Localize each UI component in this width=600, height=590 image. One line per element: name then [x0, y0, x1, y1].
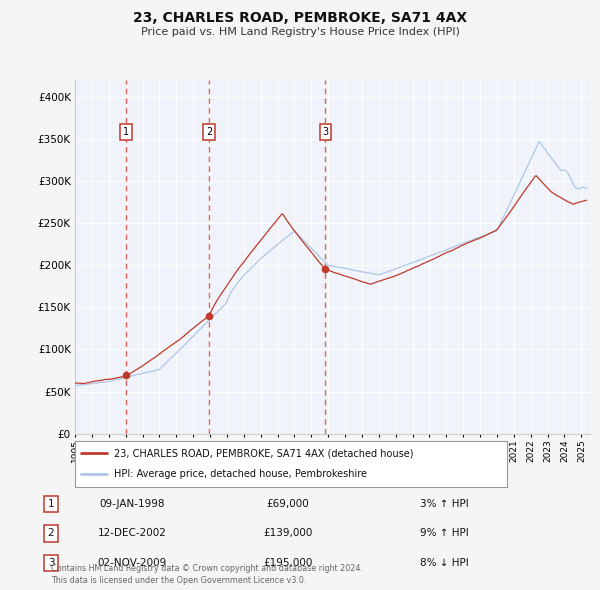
- Text: 02-NOV-2009: 02-NOV-2009: [97, 558, 167, 568]
- Text: Contains HM Land Registry data © Crown copyright and database right 2024.
This d: Contains HM Land Registry data © Crown c…: [51, 565, 363, 585]
- Text: 3% ↑ HPI: 3% ↑ HPI: [419, 499, 469, 509]
- Text: 23, CHARLES ROAD, PEMBROKE, SA71 4AX: 23, CHARLES ROAD, PEMBROKE, SA71 4AX: [133, 11, 467, 25]
- Text: 2: 2: [47, 529, 55, 538]
- Text: 2: 2: [206, 127, 212, 137]
- Text: 8% ↓ HPI: 8% ↓ HPI: [419, 558, 469, 568]
- Text: 12-DEC-2002: 12-DEC-2002: [98, 529, 166, 538]
- Text: 1: 1: [47, 499, 55, 509]
- Text: 3: 3: [47, 558, 55, 568]
- Text: £69,000: £69,000: [266, 499, 310, 509]
- Text: £139,000: £139,000: [263, 529, 313, 538]
- Text: 9% ↑ HPI: 9% ↑ HPI: [419, 529, 469, 538]
- Text: Price paid vs. HM Land Registry's House Price Index (HPI): Price paid vs. HM Land Registry's House …: [140, 27, 460, 37]
- Text: HPI: Average price, detached house, Pembrokeshire: HPI: Average price, detached house, Pemb…: [114, 469, 367, 479]
- Text: £195,000: £195,000: [263, 558, 313, 568]
- Text: 1: 1: [123, 127, 129, 137]
- Text: 23, CHARLES ROAD, PEMBROKE, SA71 4AX (detached house): 23, CHARLES ROAD, PEMBROKE, SA71 4AX (de…: [114, 448, 413, 458]
- Text: 09-JAN-1998: 09-JAN-1998: [99, 499, 165, 509]
- Text: 3: 3: [322, 127, 329, 137]
